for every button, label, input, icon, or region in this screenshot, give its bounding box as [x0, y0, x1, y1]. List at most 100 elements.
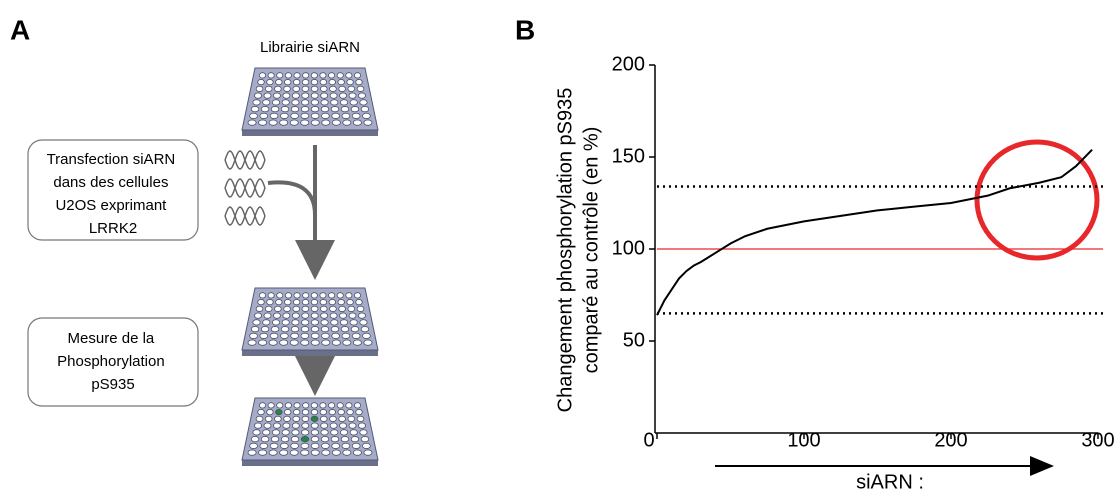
- well: [264, 85, 273, 92]
- well: [321, 332, 330, 339]
- well: [330, 319, 339, 326]
- well: [247, 449, 257, 456]
- well: [301, 85, 310, 92]
- well: [260, 436, 270, 443]
- well: [292, 79, 301, 86]
- well: [271, 99, 281, 106]
- well: [249, 332, 258, 339]
- well: [336, 402, 344, 409]
- well: [259, 332, 269, 339]
- well: [276, 72, 284, 79]
- x-tick-label: 0: [643, 429, 654, 451]
- well: [291, 312, 300, 319]
- well: [292, 85, 301, 92]
- well: [319, 402, 327, 409]
- well: [292, 409, 301, 416]
- well: [319, 72, 327, 79]
- well: [310, 422, 319, 429]
- well: [359, 429, 368, 436]
- well: [301, 312, 310, 319]
- well: [349, 319, 358, 326]
- well: [257, 409, 265, 416]
- well: [259, 112, 269, 119]
- well: [268, 449, 278, 456]
- well: [338, 305, 346, 312]
- well: [279, 119, 289, 126]
- well: [250, 326, 260, 333]
- well: [339, 422, 347, 429]
- well: [289, 339, 299, 346]
- well: [264, 305, 273, 312]
- well: [331, 339, 341, 346]
- well: [310, 442, 320, 449]
- well: [291, 422, 300, 429]
- well: [310, 292, 318, 299]
- sirna: [224, 206, 266, 226]
- plate: [241, 287, 379, 356]
- well: [254, 92, 262, 99]
- y-tick-label: 100: [612, 237, 645, 259]
- well: [347, 85, 356, 92]
- well: [320, 99, 329, 106]
- well: [291, 92, 300, 99]
- well: [359, 99, 368, 106]
- well: [252, 319, 261, 326]
- well: [274, 305, 282, 312]
- y-axis-label: Changement phosphorylation pS935: [554, 88, 576, 413]
- well: [347, 305, 356, 312]
- well: [337, 79, 345, 86]
- well: [321, 112, 330, 119]
- well: [292, 305, 301, 312]
- well: [301, 319, 310, 326]
- well: [310, 72, 318, 79]
- well: [350, 326, 360, 333]
- well: [319, 85, 328, 92]
- well: [319, 292, 327, 299]
- well: [329, 422, 338, 429]
- well: [284, 292, 292, 299]
- well: [348, 312, 357, 319]
- well: [269, 442, 279, 449]
- well: [358, 92, 366, 99]
- well: [362, 442, 371, 449]
- well: [301, 422, 310, 429]
- well: [302, 402, 310, 409]
- well: [269, 332, 279, 339]
- well: [282, 312, 291, 319]
- well: [267, 292, 275, 299]
- well: [268, 339, 278, 346]
- well: [319, 79, 328, 86]
- well: [281, 429, 290, 436]
- plate-side: [242, 130, 378, 136]
- well: [310, 402, 318, 409]
- plate: [241, 67, 379, 136]
- well: [263, 92, 272, 99]
- well: [320, 326, 330, 333]
- well: [349, 429, 358, 436]
- well: [270, 436, 280, 443]
- well: [351, 332, 361, 339]
- well: [280, 436, 290, 443]
- x-tick-label: 100: [787, 429, 820, 451]
- sirna: [224, 178, 266, 198]
- well: [280, 112, 289, 119]
- well: [348, 92, 357, 99]
- well: [345, 402, 353, 409]
- well: [258, 72, 267, 79]
- well: [356, 85, 365, 92]
- well: [360, 436, 370, 443]
- well: [345, 72, 353, 79]
- well: [331, 332, 340, 339]
- plate-side: [242, 350, 378, 356]
- well: [320, 422, 329, 429]
- well: [331, 112, 340, 119]
- well: [268, 119, 278, 126]
- library-label: Librairie siARN: [260, 39, 360, 56]
- well: [273, 92, 281, 99]
- well: [329, 92, 338, 99]
- well: [300, 119, 310, 126]
- well: [281, 99, 290, 106]
- well: [258, 119, 268, 126]
- well: [330, 429, 339, 436]
- well: [266, 409, 274, 416]
